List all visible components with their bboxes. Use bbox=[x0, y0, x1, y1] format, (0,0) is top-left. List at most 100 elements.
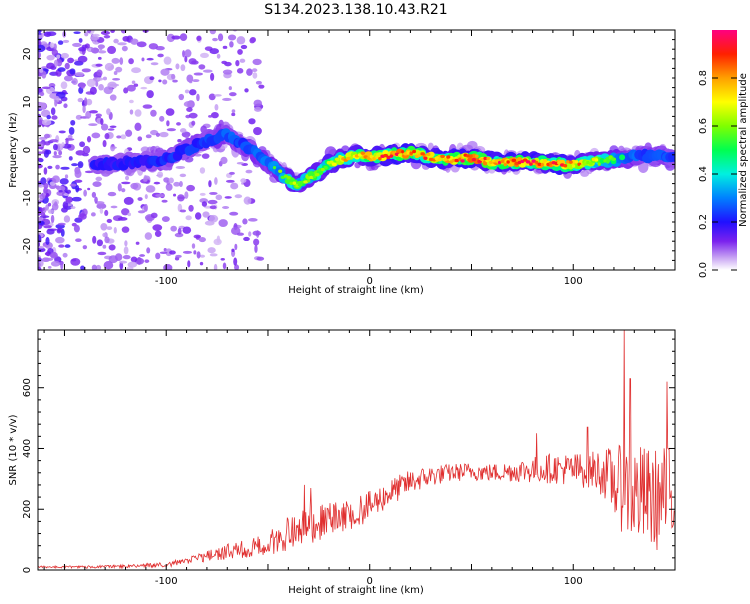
noise-blob bbox=[196, 251, 201, 259]
noise-blob bbox=[150, 62, 159, 66]
noise-blob bbox=[75, 238, 82, 242]
ridge-cell bbox=[543, 159, 548, 163]
noise-blob bbox=[46, 62, 55, 70]
noise-blob bbox=[115, 66, 123, 73]
noise-blob bbox=[234, 243, 238, 251]
noise-blob bbox=[231, 109, 236, 113]
noise-blob bbox=[47, 265, 52, 269]
noise-blob bbox=[141, 57, 145, 62]
noise-blob bbox=[61, 142, 65, 147]
noise-blob bbox=[49, 139, 59, 143]
ridge-cell bbox=[500, 159, 505, 164]
colorbar-tick-label: 0.2 bbox=[698, 214, 709, 230]
noise-blob bbox=[46, 54, 55, 61]
noise-blob bbox=[208, 180, 212, 188]
noise-blob bbox=[240, 44, 248, 50]
ridge-cell bbox=[338, 154, 342, 159]
ridge-cell bbox=[412, 149, 417, 154]
noise-blob bbox=[59, 178, 69, 185]
snr-x-axis-label: Height of straight line (km) bbox=[288, 585, 424, 596]
ridge-cell bbox=[619, 154, 626, 161]
noise-blob bbox=[179, 209, 187, 213]
noise-blob bbox=[121, 208, 130, 216]
noise-blob bbox=[107, 128, 115, 131]
noise-blob bbox=[81, 68, 91, 73]
ridge-cell bbox=[514, 161, 519, 166]
noise-blob bbox=[248, 231, 252, 237]
noise-blob bbox=[199, 261, 204, 266]
colorbar-label: Normalized spectral amplitude bbox=[738, 73, 749, 227]
noise-blob bbox=[237, 48, 243, 55]
noise-blob bbox=[148, 43, 159, 50]
noise-blob bbox=[182, 226, 192, 234]
noise-blob bbox=[243, 196, 252, 205]
noise-blob bbox=[74, 179, 83, 183]
noise-blob bbox=[254, 244, 258, 253]
noise-blob bbox=[51, 175, 60, 184]
noise-blob bbox=[159, 115, 165, 122]
noise-blob bbox=[112, 77, 121, 81]
noise-blob bbox=[146, 247, 151, 254]
noise-blob bbox=[84, 97, 88, 106]
noise-blob bbox=[100, 222, 108, 231]
noise-blob bbox=[222, 45, 228, 49]
noise-blob bbox=[217, 33, 224, 42]
noise-blob bbox=[64, 244, 71, 248]
noise-blob bbox=[182, 250, 193, 254]
noise-blob bbox=[89, 86, 97, 95]
noise-blob bbox=[52, 154, 62, 159]
noise-blob bbox=[229, 92, 237, 97]
ridge-cell bbox=[442, 157, 448, 162]
ridge-cell bbox=[588, 162, 593, 166]
noise-blob bbox=[38, 234, 42, 243]
ridge-cell bbox=[375, 155, 379, 160]
noise-blob bbox=[184, 55, 188, 63]
ridge-cell bbox=[366, 156, 371, 160]
noise-blob bbox=[196, 93, 200, 102]
ridge-cell bbox=[420, 152, 425, 156]
ridge-cell bbox=[668, 151, 675, 162]
noise-blob bbox=[209, 191, 218, 195]
noise-blob bbox=[230, 182, 239, 190]
ridge-cell bbox=[329, 160, 334, 164]
noise-blob bbox=[177, 139, 182, 143]
noise-blob bbox=[179, 180, 183, 188]
noise-blob bbox=[74, 169, 82, 179]
noise-blob bbox=[194, 212, 202, 220]
noise-blob bbox=[57, 222, 66, 226]
noise-blob bbox=[79, 141, 86, 148]
ridge-cell bbox=[525, 160, 531, 164]
noise-blob bbox=[175, 165, 186, 169]
noise-blob bbox=[160, 68, 170, 76]
ridge-cell bbox=[594, 158, 599, 162]
noise-blob bbox=[123, 246, 129, 255]
noise-blob bbox=[126, 84, 136, 92]
noise-blob bbox=[70, 258, 81, 266]
ridge-cell bbox=[307, 179, 311, 183]
ridge-cell bbox=[611, 157, 617, 161]
noise-blob bbox=[166, 128, 177, 132]
y-tick-label: 0 bbox=[22, 147, 33, 153]
noise-blob bbox=[38, 102, 47, 110]
noise-blob bbox=[104, 133, 110, 140]
x-tick-label: 100 bbox=[564, 276, 583, 287]
noise-blob bbox=[109, 94, 117, 101]
ridge-cell bbox=[486, 156, 490, 161]
noise-blob bbox=[216, 53, 221, 59]
colorbar-tick-label: 0.6 bbox=[698, 118, 709, 134]
noise-blob bbox=[123, 87, 129, 94]
noise-blob bbox=[209, 48, 219, 55]
noise-blob bbox=[201, 153, 210, 159]
ridge-cell bbox=[369, 154, 374, 159]
noise-blob bbox=[153, 181, 161, 185]
noise-blob bbox=[145, 185, 156, 193]
noise-blob bbox=[214, 94, 222, 97]
noise-blob bbox=[95, 81, 99, 87]
ridge-cell bbox=[454, 158, 460, 163]
ridge-cell bbox=[489, 160, 494, 165]
noise-blob bbox=[127, 261, 138, 268]
noise-blob bbox=[77, 161, 84, 169]
noise-blob bbox=[56, 54, 61, 59]
noise-blob bbox=[248, 118, 256, 125]
noise-blob bbox=[120, 134, 127, 140]
